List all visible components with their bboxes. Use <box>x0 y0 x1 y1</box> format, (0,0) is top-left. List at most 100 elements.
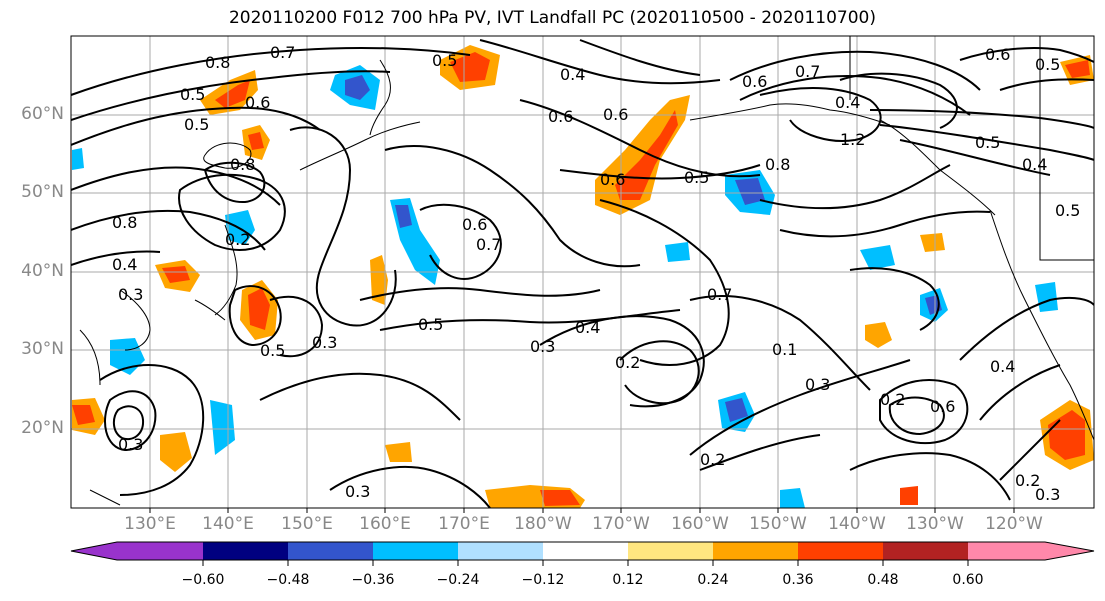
lon-label-130e: 130°E <box>124 514 176 534</box>
lon-label-130w: 130°W <box>906 514 964 534</box>
contour-label: 0.2 <box>225 230 250 249</box>
contour-label: 0.4 <box>575 318 600 337</box>
contour-label: 0.7 <box>476 235 501 254</box>
contour-label: 0.3 <box>312 333 337 352</box>
contour-label: 0.8 <box>230 155 255 174</box>
shade-blob <box>725 398 748 422</box>
shade-blob <box>920 233 945 252</box>
lon-label-120w: 120°W <box>985 514 1043 534</box>
contour-label: 0.2 <box>700 450 725 469</box>
lon-label-150e: 150°E <box>281 514 333 534</box>
contour-label: 0.3 <box>1035 485 1060 504</box>
contour-label: 0.8 <box>765 155 790 174</box>
contour-label: 0.6 <box>548 107 573 126</box>
lat-label-60n: 60°N <box>21 104 64 124</box>
colorbar-tick-label: −0.24 <box>436 572 480 588</box>
contour-label: 0.5 <box>1035 55 1060 74</box>
shade-blob <box>1035 282 1058 312</box>
lon-label-170w: 170°W <box>592 514 650 534</box>
contour-label: 0.6 <box>245 93 270 112</box>
shade-blob <box>370 255 388 305</box>
contour-label: 0.6 <box>742 72 767 91</box>
shade-blob <box>210 400 235 455</box>
contour-label-layer: 0.7 0.5 0.4 0.6 0.7 0.6 0.5 0.8 0.5 0.6 … <box>112 43 1080 504</box>
colorbar-tick-label: 0.60 <box>952 572 984 588</box>
coastlines <box>79 36 1094 506</box>
lon-label-150w: 150°W <box>749 514 807 534</box>
lat-label-30n: 30°N <box>21 339 64 359</box>
contour-label: 0.3 <box>345 482 370 501</box>
contour-label: 0.6 <box>603 105 628 124</box>
contour-label: 0.5 <box>975 133 1000 152</box>
contour-label: 0.6 <box>985 45 1010 64</box>
map-title: 2020110200 F012 700 hPa PV, IVT Landfall… <box>228 8 876 28</box>
shade-blob <box>395 205 412 228</box>
graticule <box>71 36 1094 508</box>
contour-label: 0.5 <box>418 315 443 334</box>
shade-blob <box>160 432 192 472</box>
lat-label-50n: 50°N <box>21 182 64 202</box>
lon-label-170e: 170°E <box>438 514 490 534</box>
contour-label: 0.8 <box>112 213 137 232</box>
shade-blob <box>72 148 84 170</box>
shade-blob <box>860 245 895 270</box>
shade-blob <box>248 288 270 330</box>
contour-label: 0.7 <box>795 62 820 81</box>
shade-blob <box>72 405 95 425</box>
contour-label: 1.2 <box>840 130 865 149</box>
contour-label: 0.5 <box>260 341 285 360</box>
colorbar-tick-label: −0.48 <box>266 572 310 588</box>
contour-label: 0.3 <box>118 285 143 304</box>
shade-blob <box>385 442 412 462</box>
shade-blob <box>665 242 690 262</box>
shade-blob <box>162 266 190 283</box>
contour-label: 0.6 <box>462 215 487 234</box>
colorbar-tick-label: 0.36 <box>782 572 814 588</box>
colorbar-tick-label: −0.36 <box>351 572 395 588</box>
shade-blob <box>900 486 918 505</box>
contour-lines <box>71 39 1094 508</box>
contour-label: 0.2 <box>615 353 640 372</box>
contour-label: 0.3 <box>805 375 830 394</box>
shade-blob <box>735 178 765 205</box>
colorbar-tick-label: 0.12 <box>612 572 644 588</box>
contour-label: 0.5 <box>184 115 209 134</box>
contour-label: 0.7 <box>270 43 295 62</box>
contour-label: 0.4 <box>990 357 1015 376</box>
contour-label: 0.5 <box>180 85 205 104</box>
lat-label-40n: 40°N <box>21 261 64 281</box>
shade-blob <box>1065 60 1090 78</box>
colorbar-tick-label: −0.12 <box>521 572 565 588</box>
shade-blob <box>865 322 892 348</box>
contour-label: 0.8 <box>205 53 230 72</box>
contour-label: 0.5 <box>1055 201 1080 220</box>
shade-blob <box>780 488 805 508</box>
contour-label: 0.2 <box>1015 471 1040 490</box>
shade-blob <box>540 490 580 506</box>
colorbar-tick-label: −0.60 <box>181 572 225 588</box>
colorbar-tick-label: 0.24 <box>697 572 729 588</box>
contour-label: 0.4 <box>835 93 860 112</box>
lon-label-160e: 160°E <box>359 514 411 534</box>
lon-label-140w: 140°W <box>828 514 886 534</box>
lon-label-140e: 140°E <box>202 514 254 534</box>
contour-label: 0.6 <box>930 397 955 416</box>
lon-label-180w: 180°W <box>514 514 572 534</box>
contour-label: 0.3 <box>530 337 555 356</box>
shade-blob <box>345 75 370 100</box>
contour-label: 0.4 <box>1022 155 1047 174</box>
contour-label: 0.1 <box>772 340 797 359</box>
contour-label: 0.5 <box>684 168 709 187</box>
contour-label: 0.7 <box>707 285 732 304</box>
shade-blob <box>450 52 490 82</box>
colorbar-tick-label: 0.48 <box>867 572 899 588</box>
contour-label: 0.4 <box>560 65 585 84</box>
lon-label-160w: 160°W <box>671 514 729 534</box>
contour-label: 0.3 <box>118 435 143 454</box>
shade-blob <box>248 132 264 150</box>
lat-label-20n: 20°N <box>21 418 64 438</box>
shade-blob <box>215 80 250 108</box>
contour-label: 0.6 <box>600 170 625 189</box>
contour-label: 0.5 <box>432 51 457 70</box>
